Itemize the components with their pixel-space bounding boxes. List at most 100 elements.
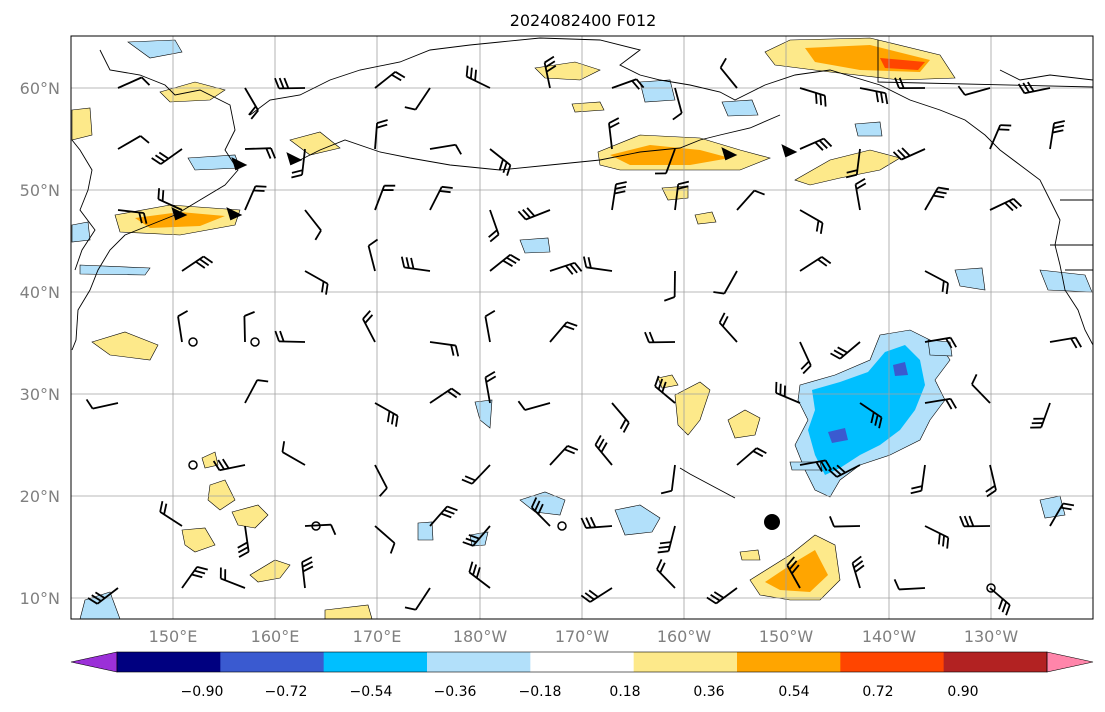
calm-markers <box>188 337 996 593</box>
wind-barb <box>177 310 189 343</box>
barb-feather <box>656 558 663 570</box>
barb-staff <box>898 587 926 591</box>
barb-feather <box>661 381 667 393</box>
wind-barb <box>212 458 246 472</box>
barb-feather <box>659 541 671 545</box>
barb-feather <box>937 533 941 545</box>
wind-barb <box>159 500 183 527</box>
barb-feather <box>199 258 210 267</box>
wind-barb <box>644 331 676 344</box>
barb-feather <box>472 564 478 576</box>
barb-feather <box>815 92 818 104</box>
wind-barb <box>489 148 512 176</box>
wind-barb <box>859 402 883 429</box>
barb-staff <box>117 76 143 89</box>
wind-barb <box>304 523 337 536</box>
wind-barb <box>1017 81 1051 95</box>
barb-feather <box>158 151 169 160</box>
barb-feather <box>589 516 597 528</box>
barb-feather <box>677 180 690 186</box>
wind-barb <box>219 567 246 589</box>
barb-feather <box>949 337 957 348</box>
barb-feather <box>672 112 683 121</box>
wind-barb <box>775 381 801 404</box>
barb-staff <box>524 402 551 411</box>
barb-feather <box>139 135 150 144</box>
barb-feather <box>791 564 800 575</box>
barb-staff <box>367 245 376 272</box>
colorbar-extend-low <box>70 651 118 673</box>
wind-barb <box>404 587 431 611</box>
wind-barb <box>367 238 379 272</box>
lon-label: 180°W <box>453 627 508 646</box>
barb-feather <box>454 144 462 155</box>
wind-barb <box>1049 502 1075 527</box>
barb-feather <box>614 190 626 195</box>
barb-feather <box>506 164 512 176</box>
lon-label: 140°W <box>862 627 917 646</box>
barb-feather <box>203 255 214 264</box>
barb-feather <box>870 412 875 424</box>
latitude-labels: 60°N 50°N 40°N 30°N 20°N 10°N <box>20 79 60 608</box>
wind-barb <box>517 207 551 221</box>
wind-barb <box>374 525 396 554</box>
anomaly-shading <box>135 212 225 228</box>
wind-barb <box>845 148 861 179</box>
wind-barb <box>488 209 500 243</box>
barb-staff <box>719 67 738 89</box>
barb-feather <box>386 411 391 423</box>
barb-feather <box>819 94 823 106</box>
barb-feather <box>177 310 189 318</box>
barb-feather <box>468 534 480 540</box>
barb-feather <box>468 561 474 573</box>
barb-feather <box>389 542 396 554</box>
wind-barb <box>656 558 676 589</box>
lon-label: 150°W <box>759 627 814 646</box>
storm-center-marker <box>764 514 780 530</box>
barb-feather <box>875 91 880 103</box>
wind-barb <box>736 447 767 466</box>
barb-feather <box>832 466 842 476</box>
barb-feather <box>291 169 303 174</box>
anomaly-shading <box>159 81 226 103</box>
anomaly-shading <box>727 409 761 439</box>
barb-feather <box>151 157 162 165</box>
colorbar-label: 0.36 <box>693 684 724 700</box>
calm-circle <box>188 337 198 347</box>
anomaly-shading <box>854 121 883 137</box>
barb-feather <box>1053 124 1065 129</box>
anomaly-shading <box>828 428 848 443</box>
wind-barb <box>157 188 183 211</box>
wind-barb <box>85 398 119 410</box>
wind-barb <box>1030 402 1051 429</box>
wind-barb <box>304 209 322 241</box>
barb-feather <box>821 256 832 265</box>
anomaly-shading <box>71 107 93 141</box>
barb-feather <box>502 259 513 267</box>
colorbar-segment <box>943 652 1048 672</box>
barb-feather <box>485 375 497 383</box>
wind-barb <box>660 464 676 495</box>
wind-barb <box>429 505 458 527</box>
barb-feather <box>546 65 557 73</box>
barb-feather <box>597 438 605 450</box>
barb-feather <box>619 418 627 430</box>
barb-feather <box>957 85 966 96</box>
barb-feather <box>469 67 473 79</box>
wind-barb <box>655 148 676 175</box>
barb-feather <box>706 596 717 605</box>
barb-staff <box>177 316 183 343</box>
barb-feather <box>85 398 94 410</box>
wind-barb <box>851 555 865 589</box>
barb-feather <box>265 148 272 159</box>
barb-feather <box>569 263 578 274</box>
barb-feather <box>945 283 949 295</box>
barb-feather <box>1005 604 1011 616</box>
barb-feather <box>819 222 824 234</box>
anomaly-shading <box>534 61 601 81</box>
barb-feather <box>855 182 867 190</box>
barb-feather <box>517 210 527 221</box>
wind-barb <box>151 148 183 165</box>
lat-label: 10°N <box>20 589 60 608</box>
barb-feather <box>893 579 900 590</box>
